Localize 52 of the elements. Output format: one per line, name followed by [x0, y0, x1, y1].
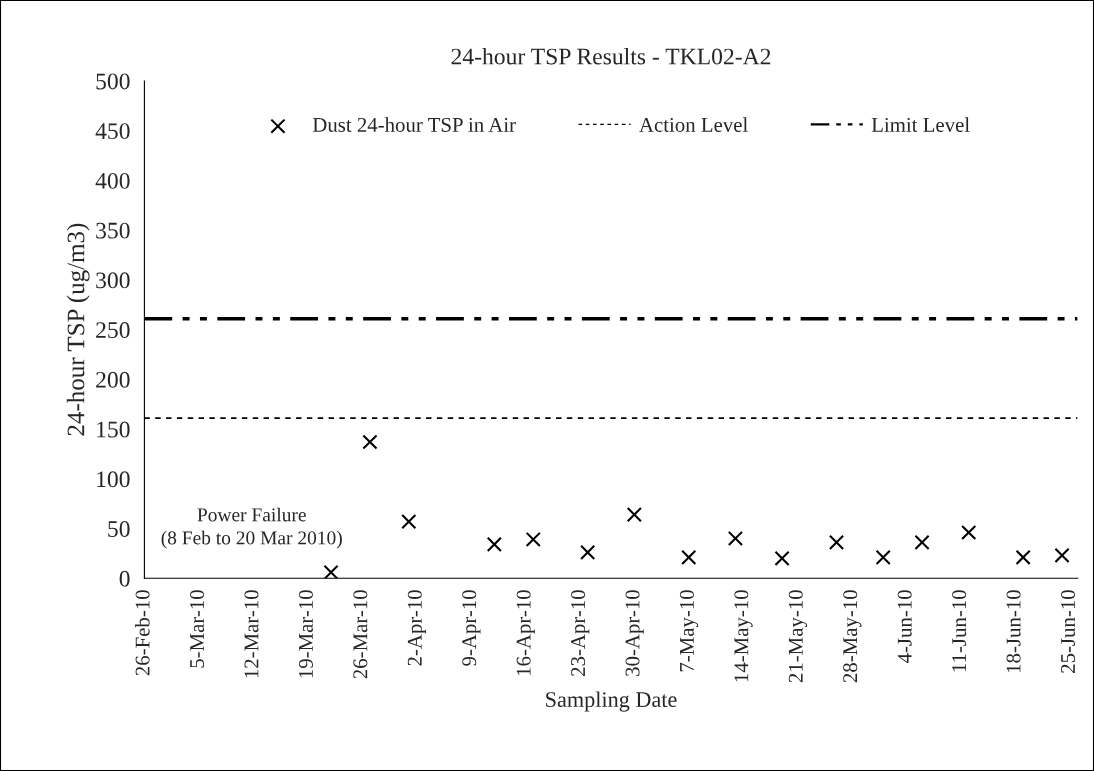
point	[525, 531, 541, 548]
x-tick-label: 16-Apr-10	[516, 590, 535, 676]
x-tick-label: 18-Jun-10	[1006, 590, 1021, 673]
x-tick-label: 14-May-10	[734, 590, 753, 682]
point	[774, 550, 790, 566]
point	[828, 534, 845, 551]
y-tick-label: 350	[96, 222, 130, 239]
x-tick-label: 5-Mar-10	[190, 590, 205, 668]
y-axis-title: 24-hour TSP (ug/m3)	[66, 223, 90, 436]
point	[875, 549, 891, 565]
point	[1015, 549, 1031, 565]
y-tick-label: 50	[108, 521, 130, 537]
x-tick-label: 4-Jun-10	[897, 590, 912, 664]
x-tick-label: 30-Apr-10	[625, 590, 644, 676]
point	[401, 513, 417, 530]
chart-title: 24-hour TSP Results - TKL02-A2	[451, 47, 771, 65]
x-tick-label: 21-May-10	[788, 590, 808, 683]
x-tick-label: 26-Feb-10	[134, 590, 150, 676]
annotation: Power Failure (8 Feb to 20 Mar 2010)	[161, 507, 342, 549]
y-tick-label: 200	[96, 371, 130, 388]
y-tick-label: 100	[97, 471, 130, 488]
y-tick-label: 450	[95, 123, 130, 140]
x-tick-label: 23-Apr-10	[571, 590, 590, 676]
point	[727, 530, 744, 547]
legend-label: Limit Level	[871, 117, 970, 132]
x-tick-label: 19-Mar-10	[298, 590, 313, 678]
y-tick-label: 500	[96, 73, 130, 90]
x-tick-label: 7-May-10	[679, 590, 699, 672]
point	[486, 536, 502, 553]
x-tick-label: 2-Apr-10	[407, 590, 427, 666]
y-tick-label: 0	[119, 570, 130, 587]
point	[626, 506, 642, 523]
y-tick-label: 150	[97, 421, 130, 438]
y-tick-label: 250	[96, 322, 130, 339]
y-tick-label: 400	[95, 172, 130, 189]
x-tick-label: 26-Mar-10	[353, 590, 368, 679]
legend-label: Action Level	[639, 117, 748, 132]
x-tick-label: 28-May-10	[843, 590, 862, 683]
x-tick-label: 25-Jun-10	[1060, 590, 1076, 673]
point	[961, 524, 977, 541]
y-tick-label: 300	[96, 272, 130, 289]
x-axis-title: Sampling Date	[546, 691, 677, 712]
point	[914, 534, 930, 551]
point	[681, 549, 697, 565]
point	[362, 434, 378, 450]
point	[580, 544, 596, 561]
x-tick-label: 11-Jun-10	[952, 590, 967, 672]
x-tick-label: 9-Apr-10	[462, 590, 481, 666]
legend-label: Dust 24-hour TSP in Air	[312, 117, 516, 132]
x-tick-label: 12-Mar-10	[244, 590, 259, 678]
point	[323, 564, 339, 579]
point	[1054, 547, 1070, 563]
